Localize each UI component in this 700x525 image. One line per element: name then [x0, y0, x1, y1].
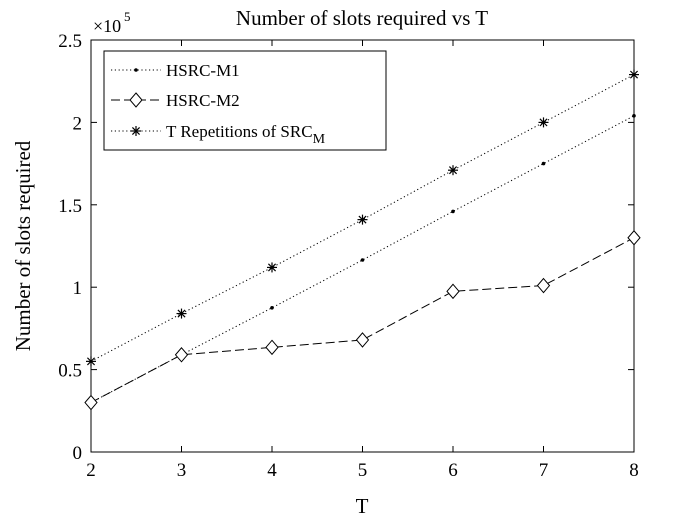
series-layer — [84, 69, 641, 411]
y-tick-label: 1 — [73, 278, 83, 299]
data-point — [627, 229, 641, 246]
series-2 — [84, 229, 641, 411]
legend-item: HSRC-M2 — [111, 91, 240, 110]
x-axis-label: T — [356, 494, 369, 518]
y-exponent-power: 5 — [124, 9, 131, 24]
data-point — [446, 283, 460, 300]
data-point — [357, 214, 368, 225]
data-point — [632, 114, 636, 118]
chart-title: Number of slots required vs T — [236, 6, 488, 30]
data-point — [86, 356, 96, 367]
x-tick-label: 4 — [267, 460, 277, 481]
data-point — [536, 277, 551, 294]
data-point — [176, 308, 187, 319]
y-tick-label: 2.5 — [58, 31, 82, 52]
legend-label-subscript: M — [313, 132, 326, 147]
legend-label: HSRC-M1 — [166, 61, 240, 80]
data-point — [448, 165, 458, 176]
y-axis-label: Number of slots required — [11, 140, 35, 351]
data-point — [174, 346, 189, 363]
legend-marker — [129, 92, 143, 108]
data-point — [355, 332, 370, 348]
data-point — [451, 209, 455, 214]
series-3 — [86, 69, 639, 367]
y-exponent-base: ×10 — [93, 16, 121, 36]
data-point — [265, 339, 279, 356]
y-tick-label: 1.5 — [58, 196, 82, 217]
y-axis-multiplier: ×10 5 — [93, 9, 131, 36]
data-point — [629, 69, 639, 80]
x-tick-label: 6 — [448, 460, 458, 481]
y-tick-label: 0 — [73, 443, 83, 464]
data-point — [538, 117, 549, 128]
y-tick-label: 0.5 — [58, 361, 82, 382]
legend-label: HSRC-M2 — [166, 91, 240, 110]
y-tick-label: 2 — [73, 113, 83, 134]
x-tick-label: 8 — [629, 460, 639, 481]
legend-item: HSRC-M1 — [111, 61, 240, 80]
x-tick-label: 3 — [177, 460, 187, 481]
data-point — [541, 161, 546, 166]
legend-marker — [131, 126, 141, 136]
data-point — [360, 258, 365, 262]
data-point — [267, 262, 277, 273]
x-tick-label: 5 — [358, 460, 368, 481]
legend-marker — [134, 68, 138, 72]
data-point — [84, 394, 98, 411]
x-tick-label: 2 — [86, 460, 96, 481]
x-tick-label: 7 — [539, 460, 549, 481]
x-axis: 2 3 4 5 6 7 8 — [86, 40, 639, 481]
data-point — [270, 306, 274, 310]
y-axis: 0 0.5 1 1.5 2 2.5 — [58, 31, 634, 464]
